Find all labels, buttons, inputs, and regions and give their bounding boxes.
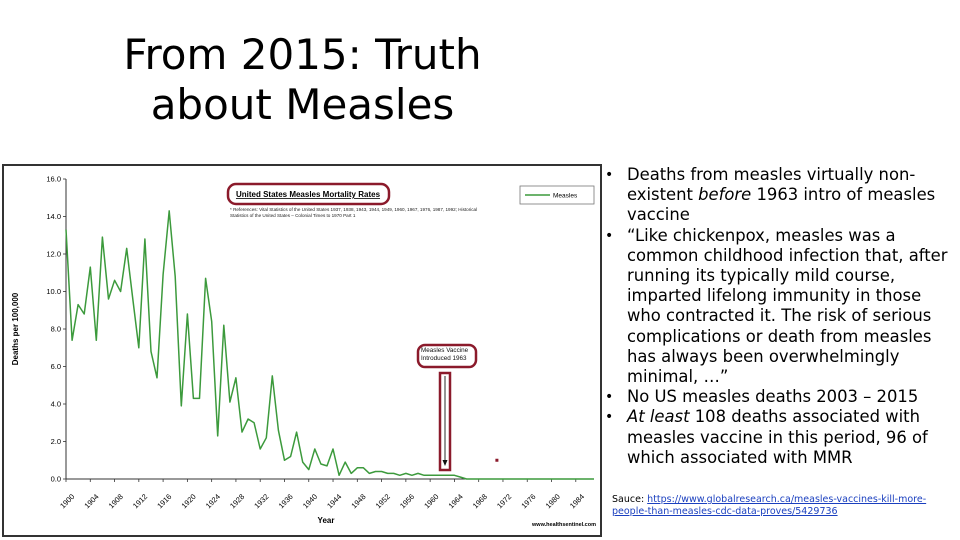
chart-references: * References: Vital Statistics of the Un… — [230, 207, 478, 218]
x-tick-label: 1944 — [325, 492, 343, 510]
y-tick-label: 14.0 — [46, 212, 61, 221]
vaccine-annotation: Measles Vaccine Introduced 1963 — [416, 343, 478, 472]
y-tick-group: 0.0 2.0 4.0 6.0 8.0 10.0 12.0 14.0 16.0 — [46, 175, 66, 484]
bullet-text: “Like chickenpox, measles was a common c… — [627, 225, 948, 387]
bullet-item: No US measles deaths 2003 – 2015 — [605, 387, 957, 407]
chart-references-wrap: * References: Vital Statistics of the Un… — [230, 207, 478, 218]
slide-title-line-1: From 2015: Truth — [123, 30, 482, 79]
bullet-item: At least 108 deaths associated with meas… — [605, 407, 957, 468]
vaccine-arrow-box — [438, 371, 452, 472]
slide-title-line-2: about Measles — [150, 80, 455, 129]
x-tick-label: 1952 — [374, 492, 392, 510]
x-tick-label: 1960 — [422, 492, 440, 510]
x-tick-label: 1956 — [398, 492, 416, 510]
y-tick-label: 8.0 — [51, 325, 61, 334]
x-tick-label: 1904 — [82, 492, 100, 510]
bullet-emphasis: before — [698, 185, 752, 205]
x-tick-label: 1908 — [107, 492, 125, 510]
vaccine-annotation-text: Measles Vaccine Introduced 1963 — [421, 347, 469, 362]
source-link[interactable]: https://www.globalresearch.ca/measles-va… — [612, 494, 927, 517]
x-tick-label: 1976 — [519, 492, 537, 510]
x-tick-group: 1900 1904 1908 1912 1916 1920 1924 1928 1932 1936… — [58, 479, 586, 510]
chart-svg: 0.0 2.0 4.0 6.0 8.0 10.0 12.0 14.0 16.0 1900 1904… — [11, 175, 599, 528]
x-tick-label: 1900 — [58, 492, 76, 510]
bullet-text: 1963 intro of measles vaccine — [627, 185, 936, 225]
y-tick-label: 0.0 — [51, 475, 61, 484]
measles-mortality-chart: 0.0 2.0 4.0 6.0 8.0 10.0 12.0 14.0 16.0 1900 1904… — [2, 164, 602, 537]
outlier-point — [495, 458, 499, 462]
x-axis-label: Year — [318, 516, 335, 525]
x-tick-label: 1916 — [155, 492, 173, 510]
x-tick-label: 1968 — [471, 492, 489, 510]
y-tick-label: 6.0 — [51, 362, 61, 371]
vaccine-arrow-head — [442, 460, 448, 466]
plot-area — [66, 179, 599, 479]
outlier-group — [495, 458, 499, 462]
x-tick-label: 1936 — [277, 492, 295, 510]
vaccine-annotation-box — [416, 343, 478, 369]
x-tick-label: 1972 — [495, 492, 513, 510]
x-tick-label: 1920 — [180, 492, 198, 510]
y-tick-label: 12.0 — [46, 250, 61, 259]
slide-title: From 2015: Truth about Measles — [60, 30, 545, 130]
source-label: Sauce: — [612, 494, 648, 505]
y-tick-label: 2.0 — [51, 437, 61, 446]
x-tick-label: 1980 — [544, 492, 562, 510]
x-tick-label: 1928 — [228, 492, 246, 510]
y-tick-label: 10.0 — [46, 287, 61, 296]
legend-label: Measles — [553, 193, 578, 200]
legend-box — [519, 185, 595, 205]
x-tick-label: 1984 — [568, 492, 586, 510]
bullet-list: Deaths from measles virtually non-existe… — [605, 165, 957, 468]
bullet-emphasis: At least — [627, 407, 690, 427]
x-tick-label: 1932 — [252, 492, 270, 510]
vaccine-annotation-text-wrap: Measles Vaccine Introduced 1963 — [421, 347, 469, 362]
y-tick-label: 4.0 — [51, 400, 61, 409]
y-tick-label: 16.0 — [46, 175, 61, 184]
x-tick-label: 1940 — [301, 492, 319, 510]
x-tick-label: 1948 — [349, 492, 367, 510]
x-tick-label: 1964 — [447, 492, 465, 510]
bullet-item: “Like chickenpox, measles was a common c… — [605, 226, 957, 388]
x-tick-label: 1912 — [131, 492, 149, 510]
chart-legend: Measles — [519, 185, 595, 205]
bullet-text: Deaths from measles virtually non-existe… — [627, 165, 916, 205]
bullet-text: No US measles deaths 2003 – 2015 — [627, 387, 919, 407]
series-line-measles — [65, 210, 594, 480]
bullet-item: Deaths from measles virtually non-existe… — [605, 165, 957, 226]
chart-title: United States Measles Mortality Rates — [236, 190, 381, 199]
y-axis-label: Deaths per 100,000 — [11, 292, 20, 365]
source-citation: Sauce: https://www.globalresearch.ca/mea… — [612, 494, 957, 518]
chart-title-box — [226, 182, 391, 206]
x-tick-label: 1924 — [204, 492, 222, 510]
chart-watermark: www.healthsentinel.com — [531, 522, 596, 528]
bullet-text: 108 deaths associated with measles vacci… — [627, 407, 928, 467]
